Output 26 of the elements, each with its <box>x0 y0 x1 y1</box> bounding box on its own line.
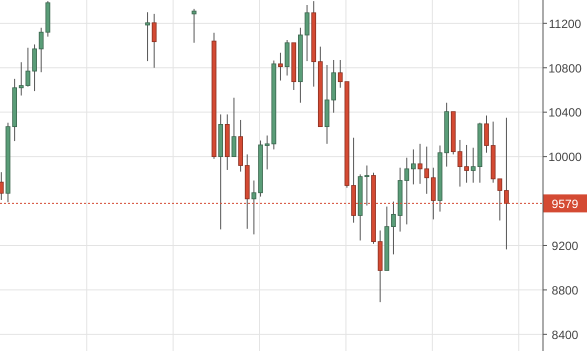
y-tick-label: 11200 <box>548 16 582 31</box>
candlestick <box>404 157 410 225</box>
y-tick-label: 9200 <box>552 238 579 253</box>
candlestick <box>284 39 290 76</box>
candlestick <box>152 13 157 68</box>
candlestick <box>232 97 236 158</box>
candlestick <box>0 172 4 200</box>
y-tick-label: 10800 <box>548 61 582 76</box>
candlestick <box>418 143 422 184</box>
y-tick-label: 8400 <box>552 328 579 342</box>
candlestick <box>264 135 270 170</box>
y-tick-label: 10400 <box>548 106 582 120</box>
candlestick <box>338 59 343 88</box>
candlestick <box>424 146 430 194</box>
candlestick <box>192 8 196 44</box>
candlestick <box>484 115 489 154</box>
candlestick <box>411 148 416 185</box>
candlestick <box>470 147 476 184</box>
candlestick <box>145 12 150 62</box>
ref-line-label: 9579 <box>552 196 579 211</box>
candlestick <box>18 62 24 96</box>
candlestick <box>364 165 370 206</box>
y-tick-label: 8800 <box>552 283 579 298</box>
candlestick <box>38 27 44 73</box>
candlestick <box>278 52 283 82</box>
y-tick-label: 10000 <box>548 150 582 164</box>
